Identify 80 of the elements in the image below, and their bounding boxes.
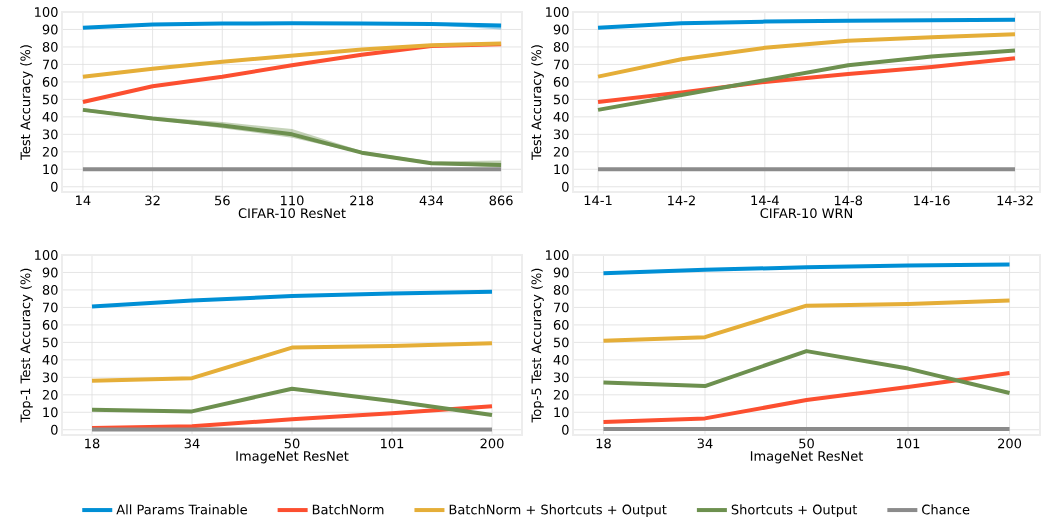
y-tick-label: 80 <box>553 285 569 295</box>
x-tick-label: 434 <box>419 195 444 206</box>
y-tick-label: 20 <box>42 389 58 400</box>
x-tick-label: 14-1 <box>584 195 612 206</box>
y-tick-label: 60 <box>553 76 569 87</box>
y-tick-label: 70 <box>42 59 58 70</box>
y-tick-label: 80 <box>42 285 58 295</box>
x-tick-label: 50 <box>284 438 300 449</box>
x-tick-label: 14-32 <box>997 195 1033 206</box>
y-tick-label: 40 <box>42 111 58 122</box>
y-tick-label: 10 <box>43 164 58 175</box>
x-tick-label: 18 <box>85 438 100 449</box>
y-tick-label: 0 <box>51 181 58 192</box>
y-tick-label: 30 <box>42 372 58 383</box>
y-tick-label: 20 <box>42 146 58 157</box>
x-tick-label: 866 <box>489 195 513 206</box>
y-tick-label: 0 <box>562 181 569 192</box>
legend-label: BatchNorm <box>312 504 384 515</box>
legend-label: All Params Trainable <box>116 504 247 515</box>
legend-label: BatchNorm + Shortcuts + Output <box>449 504 667 517</box>
x-axis-title: ImageNet ResNet <box>236 451 349 464</box>
y-tick-label: 40 <box>553 354 569 365</box>
x-tick-label: 14-4 <box>751 195 779 206</box>
y-tick-label: 90 <box>42 24 58 35</box>
y-tick-label: 100 <box>546 7 569 17</box>
x-tick-label: 32 <box>145 195 160 206</box>
y-tick-label: 100 <box>35 7 58 17</box>
y-tick-label: 70 <box>554 59 569 70</box>
y-axis-title: Test Accuracy (%) <box>20 45 33 160</box>
y-tick-label: 100 <box>35 250 58 260</box>
x-tick-label: 34 <box>697 438 713 449</box>
y-tick-label: 50 <box>553 94 569 105</box>
x-tick-label: 200 <box>998 438 1022 449</box>
y-tick-label: 30 <box>553 372 569 383</box>
x-tick-label: 101 <box>381 438 404 449</box>
x-axis-title: ImageNet ResNet <box>750 451 864 464</box>
y-tick-label: 70 <box>42 302 58 313</box>
y-tick-label: 10 <box>554 407 569 418</box>
y-axis-title: Top-1 Test Accuracy (%) <box>20 268 33 423</box>
x-axis-title: CIFAR-10 WRN <box>760 208 853 219</box>
x-tick-label: 18 <box>596 438 611 449</box>
x-tick-label: 56 <box>215 195 230 206</box>
y-tick-label: 60 <box>553 319 569 330</box>
y-tick-label: 0 <box>51 424 58 435</box>
x-tick-label: 14-16 <box>914 195 950 206</box>
y-tick-label: 90 <box>553 24 569 35</box>
y-tick-label: 50 <box>553 337 569 348</box>
x-tick-label: 218 <box>350 195 374 206</box>
y-tick-label: 90 <box>553 267 569 278</box>
y-tick-label: 40 <box>42 354 58 365</box>
y-tick-label: 80 <box>42 42 58 52</box>
y-tick-label: 50 <box>42 94 58 105</box>
y-tick-label: 90 <box>42 267 58 278</box>
x-tick-label: 34 <box>184 438 200 449</box>
y-tick-label: 60 <box>42 76 58 87</box>
y-axis-title: Test Accuracy (%) <box>531 45 544 160</box>
y-tick-label: 100 <box>546 250 569 260</box>
y-tick-label: 50 <box>42 337 58 348</box>
x-tick-label: 200 <box>480 438 504 449</box>
y-tick-label: 40 <box>553 111 569 122</box>
x-tick-label: 50 <box>799 438 814 449</box>
x-axis-title: CIFAR-10 ResNet <box>238 208 346 219</box>
y-tick-label: 70 <box>554 302 569 313</box>
legend-label: Shortcuts + Output <box>731 504 858 517</box>
x-tick-label: 110 <box>281 195 304 206</box>
y-tick-label: 60 <box>42 319 58 330</box>
y-axis-title: Top-5 Test Accuracy (%) <box>531 268 544 423</box>
x-tick-label: 14-8 <box>834 195 863 206</box>
y-tick-label: 30 <box>553 129 569 140</box>
y-tick-label: 80 <box>553 42 569 52</box>
y-tick-label: 10 <box>554 164 569 175</box>
x-tick-label: 14 <box>76 195 91 206</box>
x-tick-label: 14-2 <box>668 195 695 206</box>
y-tick-label: 20 <box>553 146 569 157</box>
y-tick-label: 30 <box>42 129 58 140</box>
x-tick-label: 101 <box>897 438 920 449</box>
y-tick-label: 0 <box>562 424 569 435</box>
y-tick-label: 20 <box>553 389 569 400</box>
legend-label: Chance <box>922 504 970 515</box>
y-tick-label: 10 <box>43 407 58 418</box>
